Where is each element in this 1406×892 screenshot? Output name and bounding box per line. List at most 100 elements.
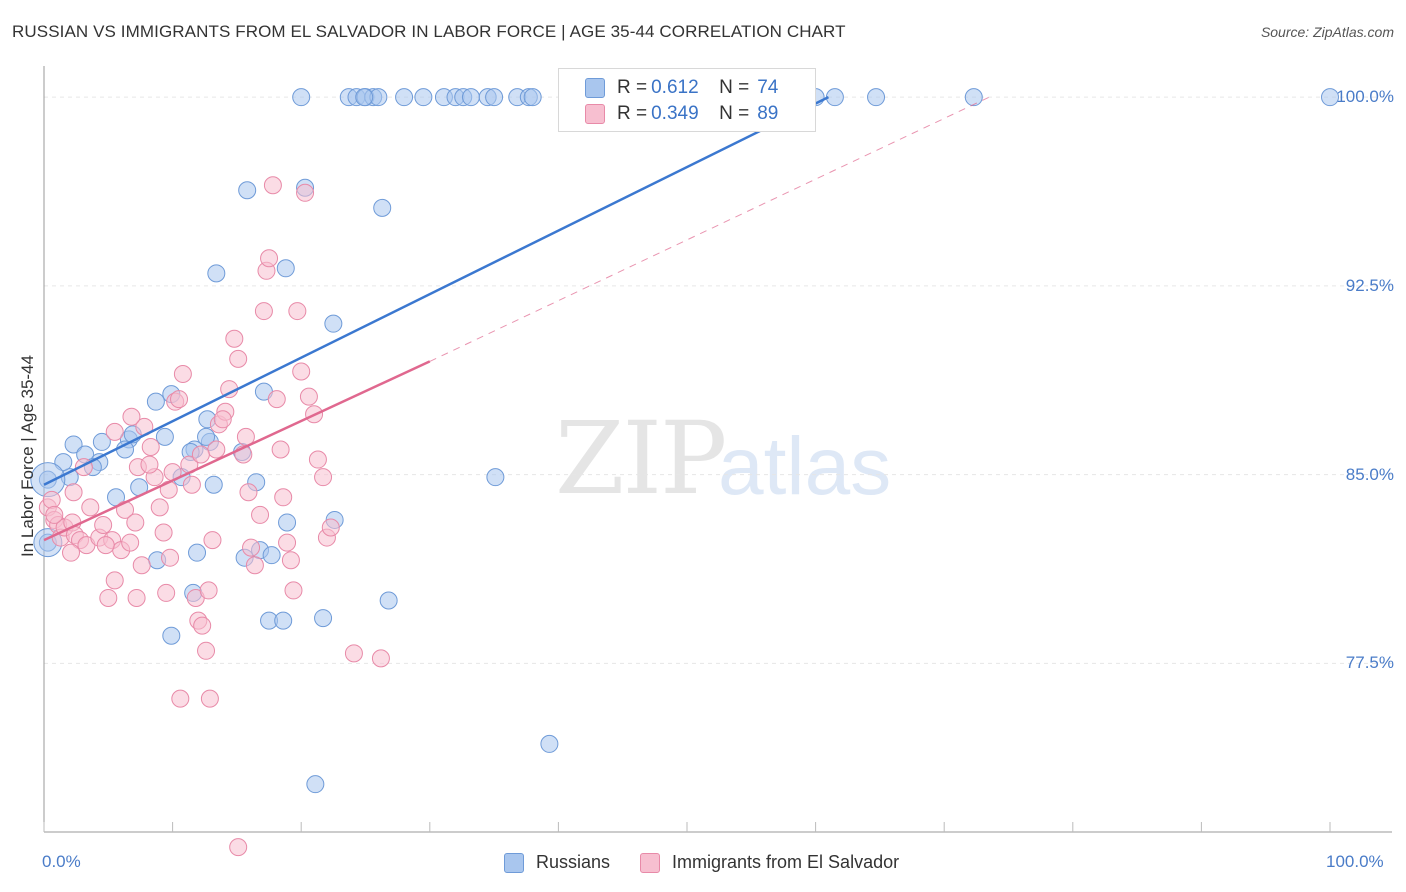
watermark-zip: ZIP	[555, 400, 727, 517]
el-salvador-point	[197, 641, 216, 660]
el-salvador-point	[154, 523, 173, 542]
n-value: 89	[757, 103, 779, 124]
el-salvador-point	[308, 450, 327, 469]
russians-point	[292, 88, 311, 107]
el-salvador-point	[127, 588, 146, 607]
el-salvador-point	[105, 571, 124, 590]
el-salvador-point	[225, 329, 244, 348]
el-salvador-trend-line	[43, 360, 431, 542]
el-salvador-point	[267, 390, 286, 409]
n-label: N =	[719, 103, 750, 124]
russians-point	[324, 314, 343, 333]
el-salvador-point	[284, 581, 303, 600]
russians-point	[540, 734, 559, 753]
y-tick-label: 92.5%	[1345, 275, 1394, 295]
russians-point	[1321, 88, 1339, 107]
series-legend: Russians Immigrants from El Salvador	[504, 852, 929, 873]
el-salvador-point	[161, 548, 180, 567]
russians-point	[825, 88, 844, 107]
russians-point	[92, 432, 111, 451]
el-salvador-point	[229, 349, 248, 368]
russians-point	[373, 198, 392, 217]
russians-point	[355, 88, 374, 107]
el-salvador-point	[314, 468, 333, 487]
legend-item-russians[interactable]: Russians	[504, 852, 610, 873]
r-value: 0.349	[651, 103, 699, 124]
russians-swatch	[585, 78, 605, 98]
russians-point	[395, 88, 414, 107]
russians-point	[155, 427, 174, 446]
el-salvador-point	[81, 498, 100, 517]
russians-point	[523, 88, 542, 107]
y-tick-label: 77.5%	[1345, 653, 1394, 673]
legend-row-el-salvador: R = 0.349 N = 89	[585, 103, 778, 125]
el-salvador-point	[191, 445, 210, 464]
russians-point	[414, 88, 433, 107]
russians-point	[238, 181, 257, 200]
russians-point	[204, 475, 223, 494]
russians-point	[146, 392, 165, 411]
el-salvador-point	[99, 588, 118, 607]
el-salvador-point	[260, 249, 279, 268]
el-salvador-point	[140, 455, 159, 474]
el-salvador-point	[299, 387, 318, 406]
russians-point	[162, 626, 181, 645]
el-salvador-point	[245, 556, 264, 575]
russians-point	[379, 591, 398, 610]
x-tick-label-max: 100.0%	[1326, 852, 1384, 871]
legend-row-russians: R = 0.612 N = 74	[585, 77, 778, 99]
el-salvador-point	[292, 362, 311, 381]
el-salvador-point	[288, 302, 307, 321]
el-salvador-point	[203, 531, 222, 550]
el-salvador-point	[126, 513, 145, 532]
el-salvador-legend-swatch	[640, 852, 661, 873]
r-label: R =	[617, 103, 648, 124]
russians-point	[262, 546, 281, 565]
el-salvador-point	[242, 538, 261, 557]
el-salvador-point	[122, 407, 141, 426]
r-label: R =	[617, 77, 648, 98]
el-salvador-point	[182, 475, 201, 494]
russians-point	[314, 609, 333, 628]
russians-point	[207, 264, 226, 283]
y-tick-label: 85.0%	[1345, 464, 1394, 484]
source-credit: Source: ZipAtlas.com	[1260, 24, 1394, 40]
russians-points	[30, 88, 1339, 794]
el-salvador-point	[64, 483, 83, 502]
el-salvador-point	[173, 364, 192, 383]
legend-item-el-salvador[interactable]: Immigrants from El Salvador	[640, 852, 899, 873]
el-salvador-point	[171, 689, 190, 708]
el-salvador-trend-extension	[429, 96, 990, 362]
russians-point	[278, 513, 297, 532]
russians-point	[64, 435, 83, 454]
el-salvador-legend-label: Immigrants from El Salvador	[672, 852, 900, 872]
russians-point	[964, 88, 983, 107]
el-salvador-point	[170, 390, 189, 409]
el-salvador-point	[132, 556, 151, 575]
russians-legend-label: Russians	[536, 852, 611, 872]
el-salvador-point	[62, 543, 81, 562]
el-salvador-point	[213, 410, 232, 429]
el-salvador-point	[199, 581, 218, 600]
russians-point	[188, 543, 207, 562]
el-salvador-point	[150, 498, 169, 517]
el-salvador-point	[239, 483, 258, 502]
el-salvador-point	[321, 518, 340, 537]
el-salvador-point	[229, 838, 248, 857]
russians-point	[306, 775, 325, 794]
x-tick-label-min: 0.0%	[42, 852, 81, 871]
chart-title: RUSSIAN VS IMMIGRANTS FROM EL SALVADOR I…	[12, 22, 846, 41]
el-salvador-point	[296, 183, 315, 202]
el-salvador-point	[281, 551, 300, 570]
russians-point	[867, 88, 886, 107]
el-salvador-point	[193, 616, 212, 635]
el-salvador-point	[344, 644, 363, 663]
russians-point	[485, 88, 504, 107]
n-value: 74	[757, 77, 779, 98]
el-salvador-point	[96, 536, 115, 555]
axes	[43, 66, 1392, 833]
el-salvador-point	[121, 533, 140, 552]
el-salvador-swatch	[585, 104, 605, 124]
trend-lines	[43, 96, 990, 542]
